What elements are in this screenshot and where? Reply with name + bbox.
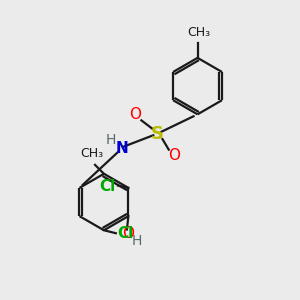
Text: H: H (131, 233, 142, 248)
Text: O: O (122, 226, 134, 242)
Text: CH₃: CH₃ (188, 26, 211, 39)
Text: H: H (105, 133, 116, 147)
Text: N: N (116, 141, 128, 156)
Text: O: O (129, 107, 141, 122)
Text: CH₃: CH₃ (80, 146, 103, 160)
Text: S: S (151, 125, 164, 143)
Text: O: O (168, 148, 180, 164)
Text: Cl: Cl (100, 179, 116, 194)
Text: Cl: Cl (117, 226, 134, 241)
